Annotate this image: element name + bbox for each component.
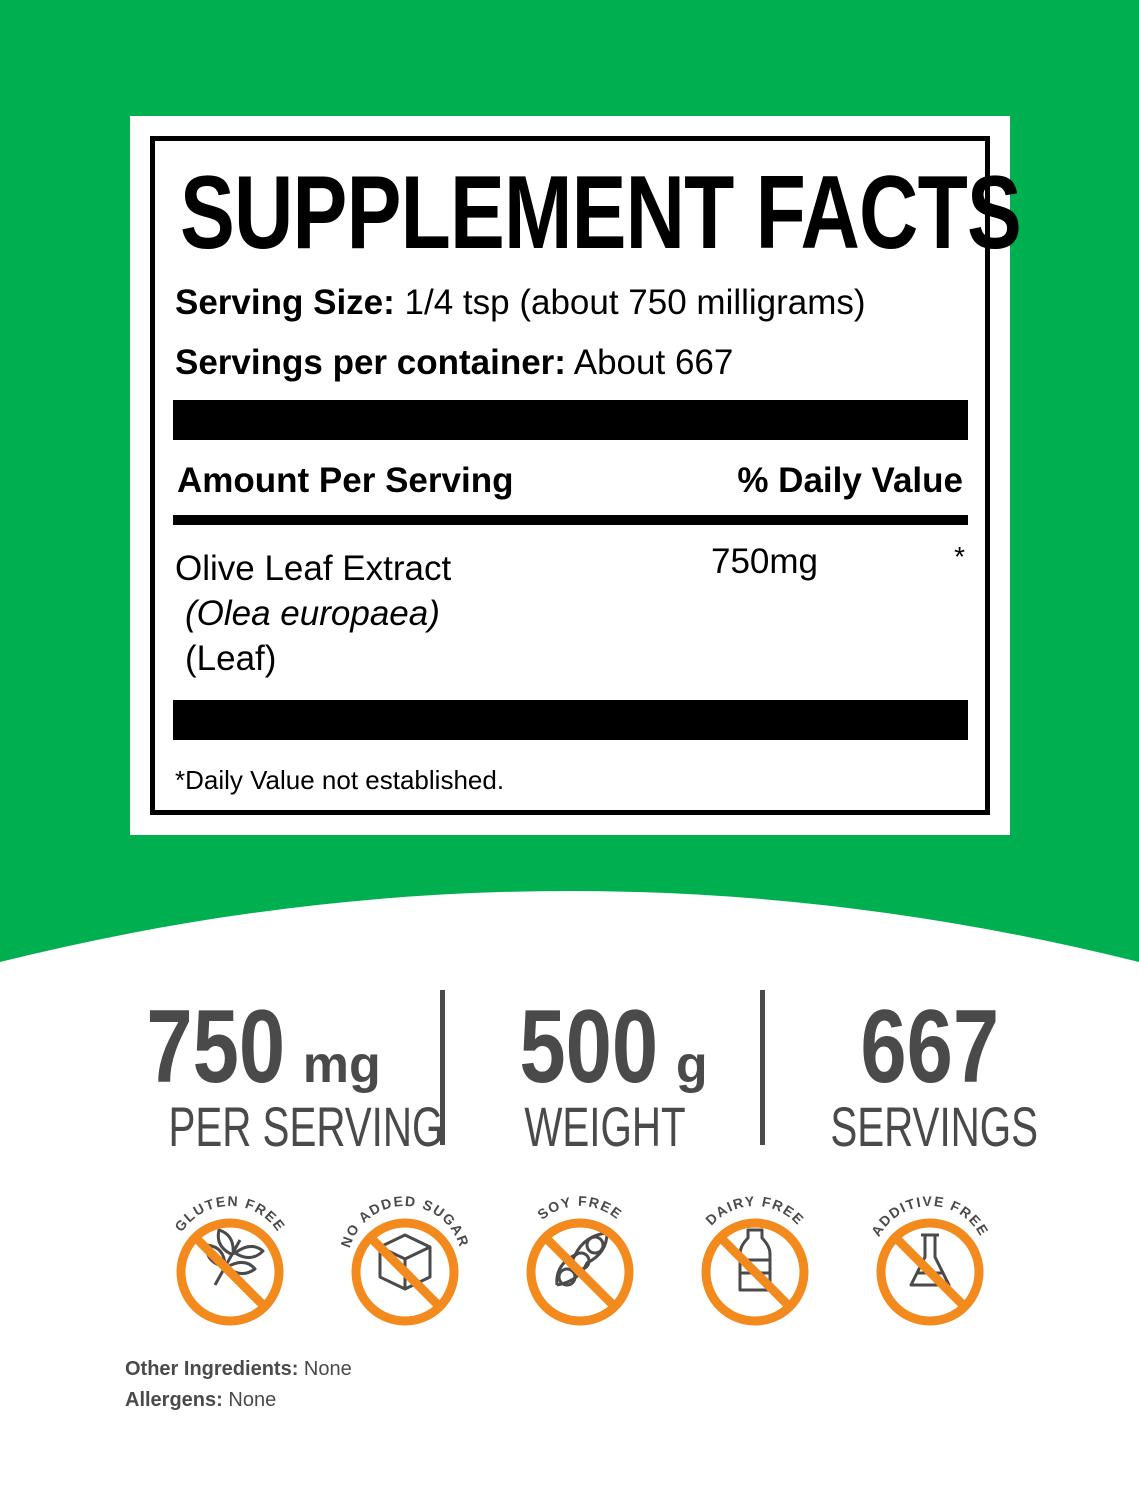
prohibited-circle-icon	[176, 1218, 284, 1326]
prohibited-circle-icon	[876, 1218, 984, 1326]
prohibited-slash	[891, 1233, 969, 1311]
ingredient-part: (Leaf)	[185, 639, 277, 678]
ingredient-dv: *	[954, 541, 965, 572]
stat-value: 500	[519, 989, 659, 1105]
stat-value: 667	[860, 989, 1000, 1105]
prohibited-slash	[366, 1233, 444, 1311]
thick-divider	[173, 700, 968, 740]
other-ingredients: Other Ingredients: None	[125, 1358, 352, 1381]
facts-title: SUPPLEMENT FACTS	[180, 155, 1022, 271]
facts-border: SUPPLEMENT FACTS Serving Size: 1/4 tsp (…	[150, 136, 1022, 815]
prohibited-circle-icon	[351, 1218, 459, 1326]
servings-value: About 667	[573, 343, 734, 382]
prohibited-slash	[716, 1233, 794, 1311]
allergens: Allergens: None	[125, 1389, 276, 1412]
stat-weight: 500 g WEIGHT	[465, 995, 745, 1155]
serving-size-value: 1/4 tsp (about 750 milligrams)	[404, 283, 866, 322]
stat-label: SERVINGS	[830, 1095, 1039, 1158]
prohibited-slash	[541, 1233, 619, 1311]
serving-size: Serving Size: 1/4 tsp (about 750 milligr…	[175, 283, 866, 323]
badge-text: GLUTEN FREE	[171, 1193, 289, 1235]
allergens-value: None	[228, 1389, 277, 1411]
badge-additive-free: ADDITIVE FREE	[865, 1185, 995, 1330]
amount-header: Amount Per Serving	[177, 461, 514, 500]
prohibited-circle-icon	[526, 1218, 634, 1326]
prohibited-slash	[191, 1233, 269, 1311]
sugar-cube-icon	[378, 1233, 432, 1291]
stat-per-serving: 750 mg PER SERVING	[115, 989, 444, 1155]
badge-text: SOY FREE	[534, 1193, 625, 1223]
other-value: None	[303, 1358, 352, 1380]
badge-soy-free: SOY FREE	[515, 1185, 645, 1330]
dv-header: % Daily Value	[737, 461, 963, 500]
ingredient-name: Olive Leaf Extract	[175, 549, 452, 588]
stat-label: WEIGHT	[524, 1095, 686, 1158]
footnote: *Daily Value not established.	[175, 765, 505, 795]
stat-divider	[760, 990, 765, 1145]
ingredient-amount: 750mg	[711, 542, 819, 581]
stat-servings: 667 SERVINGS	[790, 995, 1070, 1155]
supplement-facts-panel: SUPPLEMENT FACTS Serving Size: 1/4 tsp (…	[130, 116, 1022, 835]
stat-label: PER SERVING	[168, 1095, 444, 1158]
thick-divider	[173, 400, 968, 440]
ingredient-latin: (Olea europaea)	[185, 594, 440, 633]
badge-text: ADDITIVE FREE	[868, 1193, 993, 1239]
servings-per-container: Servings per container: About 667	[175, 343, 733, 383]
stat-unit: mg	[302, 1036, 381, 1094]
other-label: Other Ingredients:	[125, 1358, 299, 1380]
serving-size-label: Serving Size:	[175, 283, 395, 322]
badge-dairy-free: DAIRY FREE	[690, 1185, 820, 1330]
servings-label: Servings per container:	[175, 343, 566, 382]
stat-unit: g	[675, 1036, 708, 1094]
medium-divider	[173, 515, 968, 525]
badge-gluten-free: GLUTEN FREE	[165, 1185, 295, 1330]
stat-value: 750	[146, 989, 286, 1105]
badge-no-added-sugar: NO ADDED SUGAR	[337, 1185, 471, 1330]
prohibited-circle-icon	[701, 1218, 809, 1326]
stat-divider	[440, 990, 445, 1145]
allergens-label: Allergens:	[125, 1389, 223, 1411]
